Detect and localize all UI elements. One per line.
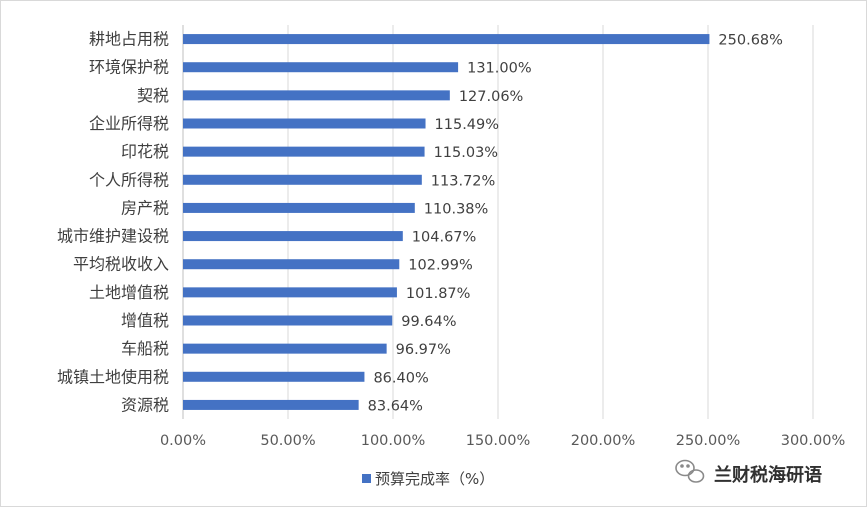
grid-lines [182, 25, 814, 419]
data-labels: 250.68% 131.00% 127.06% 115.49% 115.03% 113.7… [368, 33, 783, 415]
category-label: 城镇土地使用税 [57, 367, 169, 386]
bar [183, 315, 393, 326]
data-label: 96.97% [396, 342, 451, 358]
x-tick-label: 250.00% [676, 433, 741, 449]
category-label: 城市维护建设税 [57, 227, 169, 246]
x-tick-label: 50.00% [260, 433, 315, 449]
bar [183, 371, 365, 382]
data-label: 113.72% [431, 173, 496, 189]
category-label: 印花税 [121, 142, 169, 161]
data-label: 115.49% [435, 117, 500, 133]
category-label: 房产税 [121, 198, 169, 217]
bars [183, 34, 710, 410]
watermark-text: 兰财税海研语 [714, 464, 822, 486]
bar [183, 146, 425, 157]
x-tick-label: 0.00% [160, 433, 206, 449]
x-tick-label: 150.00% [466, 433, 531, 449]
x-tick-label: 300.00% [781, 433, 846, 449]
bar [183, 118, 426, 129]
bar [183, 343, 387, 354]
legend-swatch [362, 474, 371, 483]
data-label: 86.40% [373, 370, 428, 386]
x-tick-labels: 0.00% 50.00% 100.00% 150.00% 200.00% 250.00% 3… [160, 433, 845, 449]
bar [183, 259, 400, 270]
data-label: 83.64% [368, 398, 423, 414]
data-label: 115.03% [434, 145, 499, 161]
data-label: 99.64% [401, 314, 456, 330]
data-label: 110.38% [424, 201, 489, 217]
category-label: 增值税 [121, 311, 169, 330]
category-label: 契税 [137, 86, 169, 105]
bar [183, 62, 459, 73]
category-label: 土地增值税 [89, 283, 169, 302]
data-label: 131.00% [467, 61, 532, 77]
bar [183, 202, 415, 213]
data-label: 104.67% [412, 230, 477, 246]
x-tick-label: 200.00% [571, 433, 636, 449]
category-label: 车船税 [121, 339, 169, 358]
bar [183, 90, 450, 101]
bar [183, 34, 710, 45]
category-label: 耕地占用税 [89, 30, 169, 49]
category-label: 平均税收收入 [73, 255, 169, 274]
watermark: 兰财税海研语 [675, 459, 822, 486]
data-label: 101.87% [406, 286, 471, 302]
category-label: 个人所得税 [89, 170, 169, 189]
bar [183, 287, 397, 298]
legend: 预算完成率（%） [362, 470, 494, 488]
data-label: 250.68% [718, 33, 783, 49]
bar [183, 174, 422, 185]
category-label: 环境保护税 [89, 58, 169, 77]
bar [183, 399, 359, 410]
data-label: 127.06% [459, 89, 524, 105]
category-label: 资源税 [121, 395, 169, 414]
category-labels: 耕地占用税环境保护税契税企业所得税印花税个人所得税房产税城市维护建设税平均税收收… [57, 30, 169, 415]
legend-label: 预算完成率（%） [375, 470, 494, 488]
data-label: 102.99% [408, 258, 473, 274]
category-label: 企业所得税 [89, 114, 169, 133]
wechat-icon [675, 459, 705, 483]
bar [183, 231, 403, 242]
x-tick-label: 100.00% [361, 433, 426, 449]
